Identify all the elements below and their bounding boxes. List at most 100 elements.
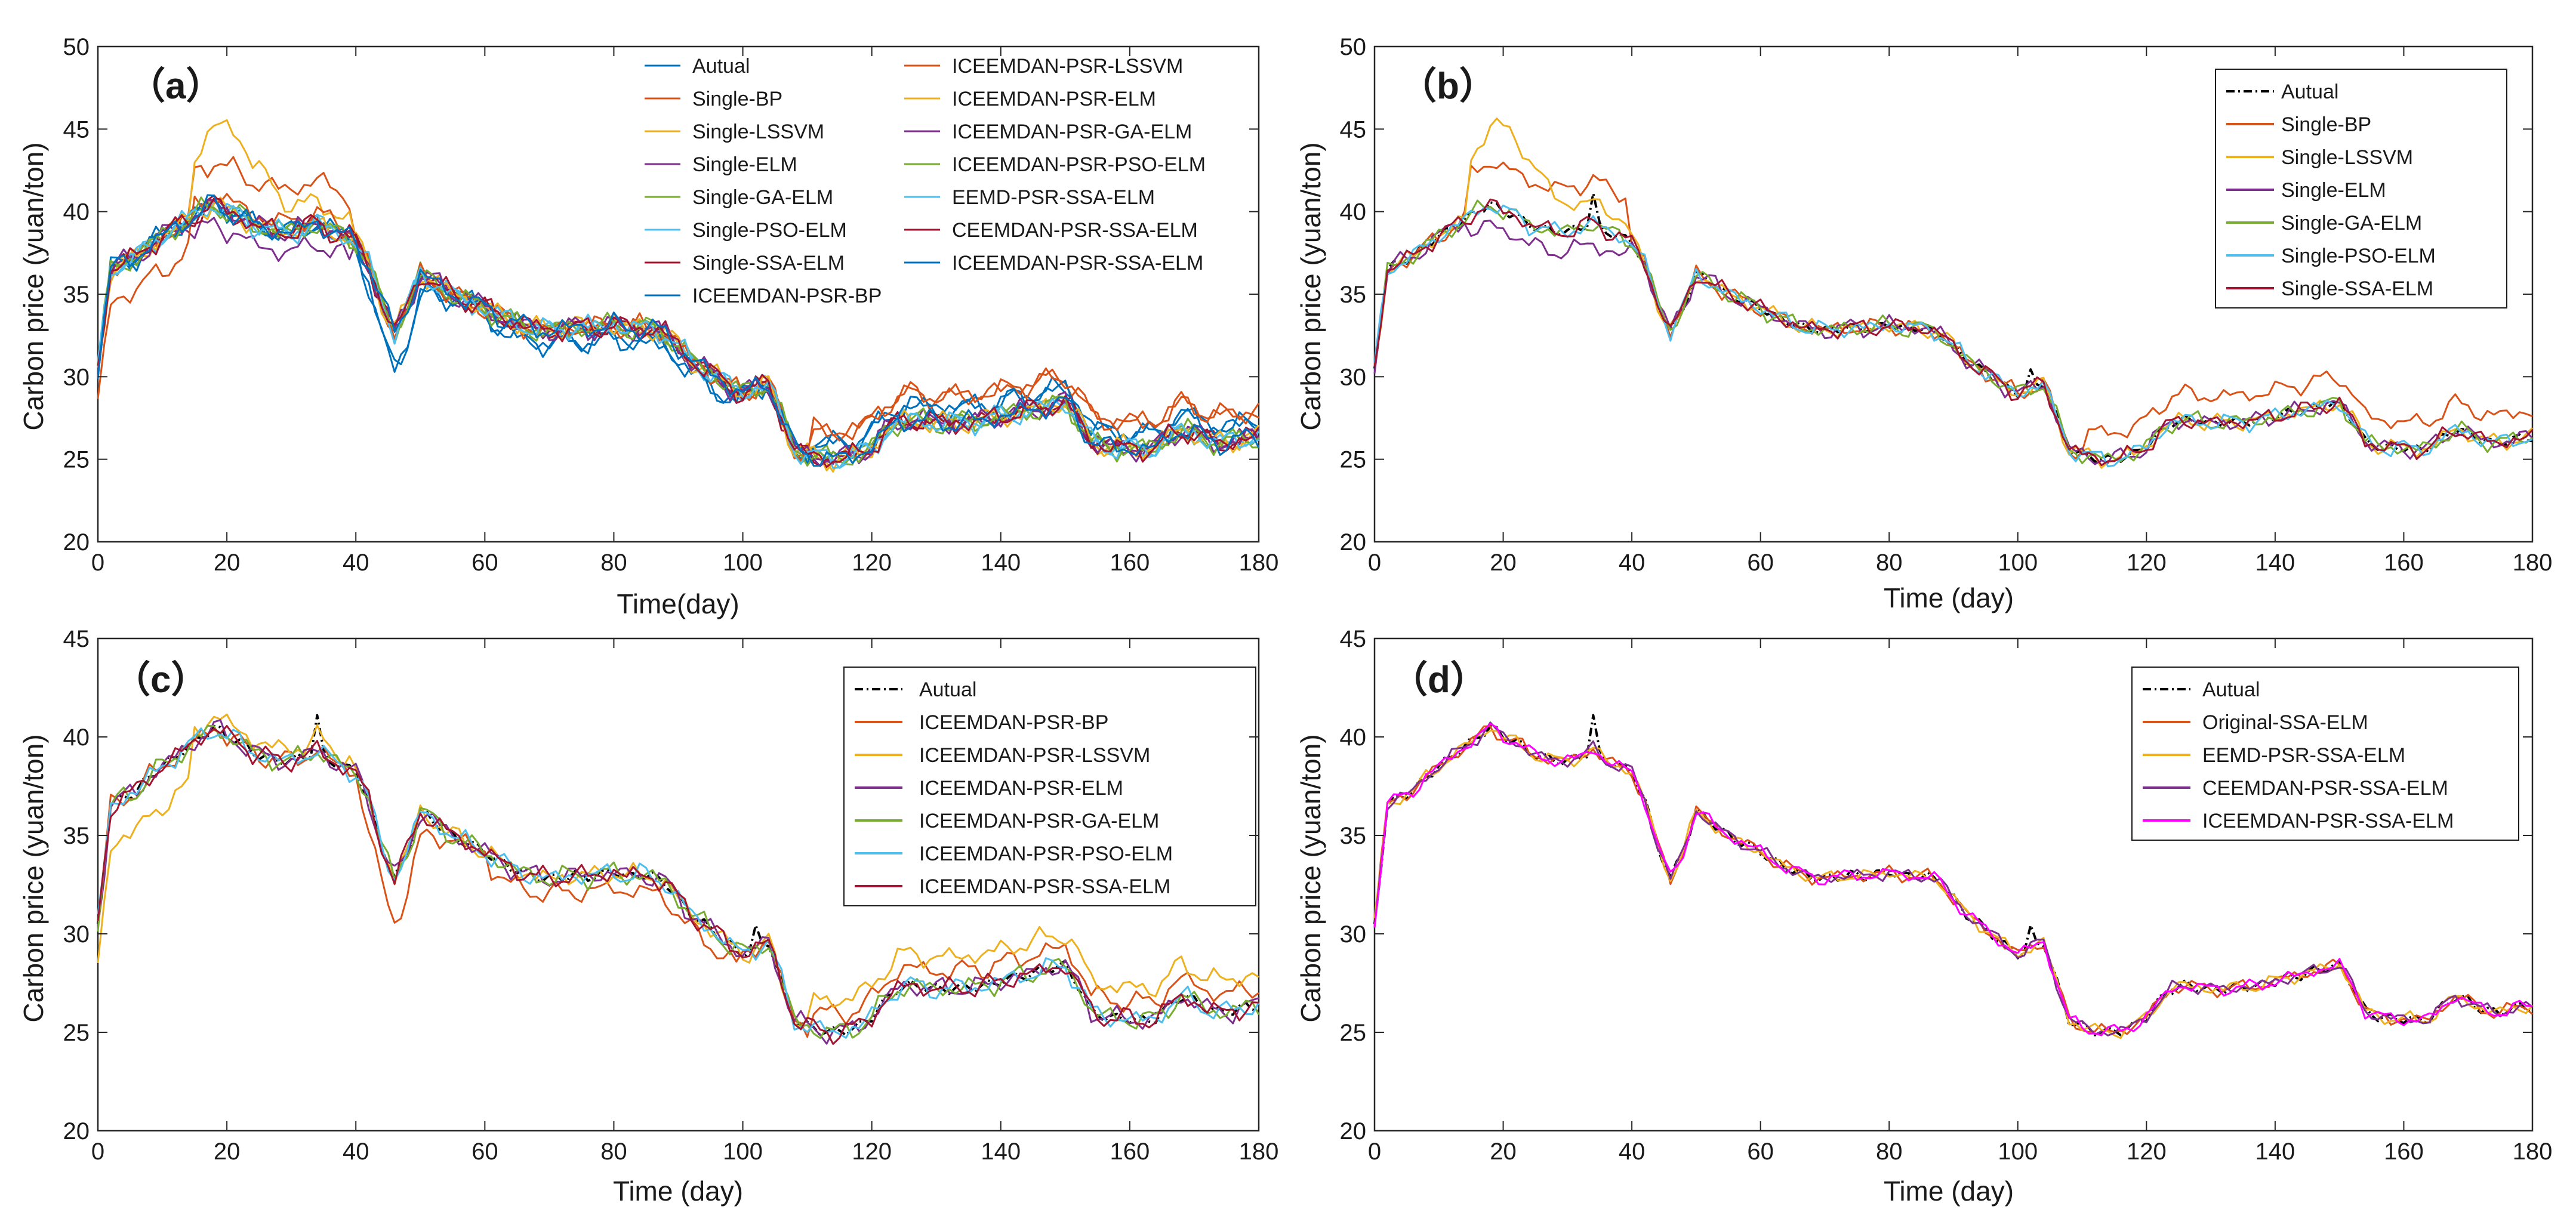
legend-b-label: Single-LSSVM [2281, 146, 2413, 169]
x-tick-label: 180 [2513, 550, 2553, 576]
legend-c-label: ICEEMDAN-PSR-ELM [919, 777, 1123, 800]
x-tick-label: 20 [214, 550, 241, 576]
panel-b-label: （b） [1400, 65, 1496, 107]
legend-a-item: CEEMDAN-PSR-SSA-ELM [904, 219, 1198, 242]
y-tick-label: 20 [63, 529, 90, 556]
legend-b-label: Single-GA-ELM [2281, 212, 2422, 235]
x-tick-label: 160 [2384, 1139, 2424, 1165]
x-tick-label: 40 [1619, 1139, 1646, 1165]
legend-b-item: Single-SSA-ELM [2226, 277, 2433, 300]
x-tick-label: 80 [1876, 550, 1903, 576]
legend-d-box [2131, 667, 2519, 841]
legend-d-label: Original-SSA-ELM [2202, 711, 2368, 734]
x-tick-label: 120 [852, 1139, 892, 1165]
legend-b-item: Single-ELM [2226, 179, 2386, 202]
legend-c-item: ICEEMDAN-PSR-BP [855, 711, 1108, 734]
panel-b-xlabel: Time (day) [1884, 582, 2014, 613]
legend-c-label: ICEEMDAN-PSR-PSO-ELM [919, 843, 1173, 865]
series-line-iceemdan-psr-bp [97, 198, 1259, 464]
y-tick-label: 30 [63, 921, 90, 948]
x-tick-label: 100 [1998, 1139, 2038, 1165]
plot-area-c [97, 637, 1260, 1132]
legend-d-label: EEMD-PSR-SSA-ELM [2202, 744, 2405, 767]
legend-a-item: Single-SSA-ELM [645, 252, 845, 274]
legend-c-item: ICEEMDAN-PSR-SSA-ELM [855, 875, 1170, 898]
legend-a-label: ICEEMDAN-PSR-ELM [952, 88, 1156, 110]
legend-a-label: Single-BP [692, 88, 782, 110]
plot-area-d [1373, 637, 2534, 1132]
series-line-single-ssa-elm [1373, 198, 2534, 467]
x-tick-label: 60 [472, 550, 498, 576]
panel-d-label: （d） [1391, 659, 1487, 701]
y-tick-label: 35 [63, 282, 90, 308]
legend-b-label: Single-PSO-ELM [2281, 245, 2436, 267]
series-line-iceemdan-psr-ssa-elm [97, 194, 1260, 467]
panel-d-xlabel: Time (day) [1884, 1176, 2014, 1207]
legend-c-label: ICEEMDAN-PSR-LSSVM [919, 744, 1150, 767]
legend-c-label: ICEEMDAN-PSR-BP [919, 711, 1108, 734]
panel-c-label: （c） [113, 659, 208, 701]
x-tick-label: 160 [1110, 550, 1150, 576]
legend-a-item: Single-GA-ELM [645, 186, 833, 209]
x-tick-label: 80 [600, 550, 627, 576]
legend-a-label: EEMD-PSR-SSA-ELM [952, 186, 1155, 209]
y-tick-label: 25 [63, 447, 90, 473]
y-tick-label: 25 [1340, 1020, 1367, 1046]
panel-c-ylabel: Carbon price (yuan/ton) [18, 734, 49, 1022]
y-tick-label: 45 [63, 626, 90, 652]
legend-a-item: ICEEMDAN-PSR-ELM [904, 88, 1156, 110]
y-tick-label: 40 [63, 724, 90, 751]
panel-c: （c） Time (day) Carbon price (yuan/ton) A… [18, 626, 1278, 1207]
x-tick-label: 180 [1239, 550, 1279, 576]
y-tick-label: 30 [63, 364, 90, 390]
panel-d: （d） Time (day) Carbon price (yuan/ton) A… [1295, 626, 2552, 1207]
y-tick-label: 25 [1340, 447, 1367, 473]
x-tick-label: 120 [2127, 1139, 2167, 1165]
panel-a-label: （a） [128, 65, 223, 107]
x-tick-label: 120 [852, 550, 892, 576]
legend-b-label: Autual [2281, 81, 2338, 103]
legend-b: Autual Single-BP Single-LSSVM Single-ELM… [2215, 69, 2507, 308]
legend-c-item: ICEEMDAN-PSR-LSSVM [855, 744, 1150, 767]
y-tick-label: 40 [1340, 724, 1367, 751]
legend-a: Autual Single-BP Single-LSSVM Single-ELM… [645, 55, 1206, 307]
legend-b-label: Single-SSA-ELM [2281, 277, 2433, 300]
legend-c-item: ICEEMDAN-PSR-PSO-ELM [855, 843, 1173, 865]
x-tick-label: 120 [2127, 550, 2167, 576]
panel-c-xlabel: Time (day) [613, 1176, 743, 1207]
legend-a-item: Autual [645, 55, 750, 78]
legend-a-item: ICEEMDAN-PSR-PSO-ELM [904, 153, 1206, 176]
legend-a-item: ICEEMDAN-PSR-LSSVM [904, 55, 1183, 78]
y-tick-label: 25 [63, 1020, 90, 1046]
legend-d-label: Autual [2202, 678, 2260, 701]
series-line-ceemdan-psr-ssa-elm [97, 197, 1260, 468]
legend-a-label: Single-SSA-ELM [692, 252, 845, 274]
x-tick-label: 140 [981, 1139, 1021, 1165]
legend-b-item: Single-LSSVM [2226, 146, 2413, 169]
x-tick-label: 20 [214, 1139, 241, 1165]
y-tick-label: 20 [63, 1118, 90, 1144]
legend-c-label: Autual [919, 678, 976, 701]
panel-a-xlabel: Time(day) [617, 588, 739, 619]
x-tick-label: 80 [600, 1139, 627, 1165]
legend-a-item: ICEEMDAN-PSR-SSA-ELM [904, 252, 1203, 274]
legend-c-item: Autual [855, 678, 976, 701]
legend-c-item: ICEEMDAN-PSR-GA-ELM [855, 810, 1159, 832]
legend-d-item: ICEEMDAN-PSR-SSA-ELM [2143, 810, 2454, 832]
y-tick-label: 45 [63, 116, 90, 143]
x-tick-label: 80 [1876, 1139, 1903, 1165]
y-tick-label: 35 [1340, 282, 1367, 308]
x-tick-label: 100 [723, 550, 763, 576]
y-tick-label: 20 [1340, 529, 1367, 556]
x-tick-label: 140 [2255, 1139, 2295, 1165]
legend-d-item: Original-SSA-ELM [2143, 711, 2368, 734]
legend-b-item: Autual [2226, 81, 2338, 103]
legend-c-box [843, 667, 1256, 906]
legend-a-label: Single-LSSVM [692, 121, 824, 143]
legend-a-label: Single-GA-ELM [692, 186, 833, 209]
y-tick-label: 40 [63, 199, 90, 226]
legend-d-label: CEEMDAN-PSR-SSA-ELM [2202, 777, 2448, 800]
y-tick-label: 40 [1340, 199, 1367, 226]
series-line-iceemdan-psr-pso-elm [97, 727, 1260, 1039]
